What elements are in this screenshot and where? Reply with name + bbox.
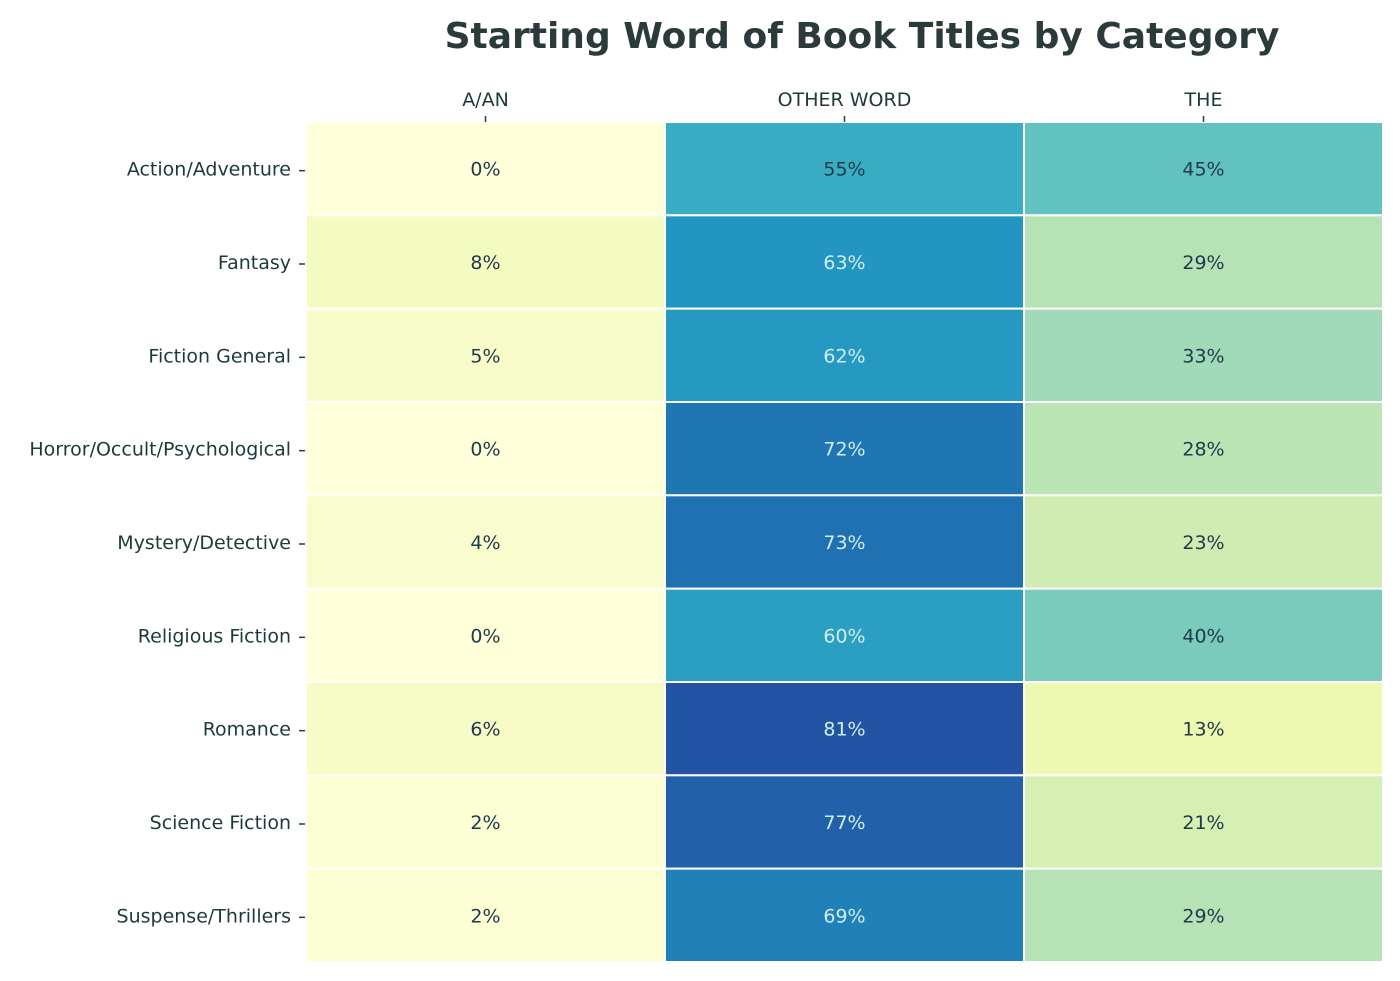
row-tick-labels: Action/Adventure Fantasy Fiction General Ho… [29,159,305,927]
cell-value-label: 21% [1182,812,1224,834]
cell-value-label: 0% [470,159,500,181]
heatmap-cell [664,214,1025,310]
cell-value-label: 2% [470,905,500,927]
cell-value-label: 73% [823,532,865,554]
cell-value-label: 29% [1182,905,1224,927]
row-tick-label: Fantasy [218,252,291,274]
cell-value-label: 33% [1182,345,1224,367]
heatmap-cell [664,494,1025,590]
cell-value-label: 0% [470,625,500,647]
heatmap-cell [664,681,1025,777]
heatmap-cell [1023,867,1384,964]
cell-value-label: 2% [470,812,500,834]
heatmap-cell [664,307,1025,403]
row-tick-label: Fiction General [148,345,291,367]
column-tick-labels: A/AN OTHER WORD THE [462,89,1222,122]
cell-value-label: 13% [1182,719,1224,741]
cell-value-label: 81% [823,719,865,741]
cell-value-label: 55% [823,159,865,181]
cell-value-label: 29% [1182,252,1224,274]
heatmap-cell [664,587,1025,684]
heatmap-cell [1023,774,1384,870]
heatmap-cell [305,774,666,870]
cell-value-label: 23% [1182,532,1224,554]
cell-value-label: 62% [823,345,865,367]
cell-value-label: 69% [823,905,865,927]
heatmap-cell [1023,214,1384,310]
row-tick-label: Horror/Occult/Psychological [29,439,291,461]
row-tick-label: Romance [203,719,291,741]
cell-value-label: 4% [470,532,500,554]
column-tick-label: THE [1184,89,1223,111]
heatmap-cell [1023,401,1384,497]
cell-value-label: 8% [470,252,500,274]
heatmap-cell [664,774,1025,870]
row-tick-label: Science Fiction [150,812,291,834]
row-tick-label: Action/Adventure [127,159,291,181]
column-tick-label: OTHER WORD [778,89,912,111]
row-tick-label: Mystery/Detective [117,532,291,554]
cell-value-label: 6% [470,719,500,741]
cell-value-label: 28% [1182,439,1224,461]
heatmap-cell [1023,587,1384,684]
heatmap-cell [305,401,666,497]
column-tick-label: A/AN [462,89,509,111]
cell-value-label: 72% [823,439,865,461]
heatmap-cell [1023,494,1384,590]
cell-value-label: 60% [823,625,865,647]
chart-title: Starting Word of Book Titles by Category [445,16,1280,57]
cell-value-label: 77% [823,812,865,834]
cell-value-label: 40% [1182,625,1224,647]
row-tick-label: Religious Fiction [138,625,291,647]
heatmap-cell [305,587,666,684]
cell-value-label: 0% [470,439,500,461]
heatmap-cell [305,121,666,217]
heatmap-cell [305,214,666,310]
heatmap-cell [1023,681,1384,777]
heatmap-cell [305,681,666,777]
heatmap-cell [664,121,1025,217]
heatmap-cell [305,494,666,590]
heatmap-cells: 0% 55% 45% 8% 63% 29% 5% 62% 33% 0% 72% 28% 4% 73% 23%… [305,121,1384,964]
heatmap-cell [305,867,666,964]
row-tick-label: Suspense/Thrillers [117,905,291,927]
cell-value-label: 45% [1182,159,1224,181]
cell-value-label: 63% [823,252,865,274]
cell-value-label: 5% [470,345,500,367]
